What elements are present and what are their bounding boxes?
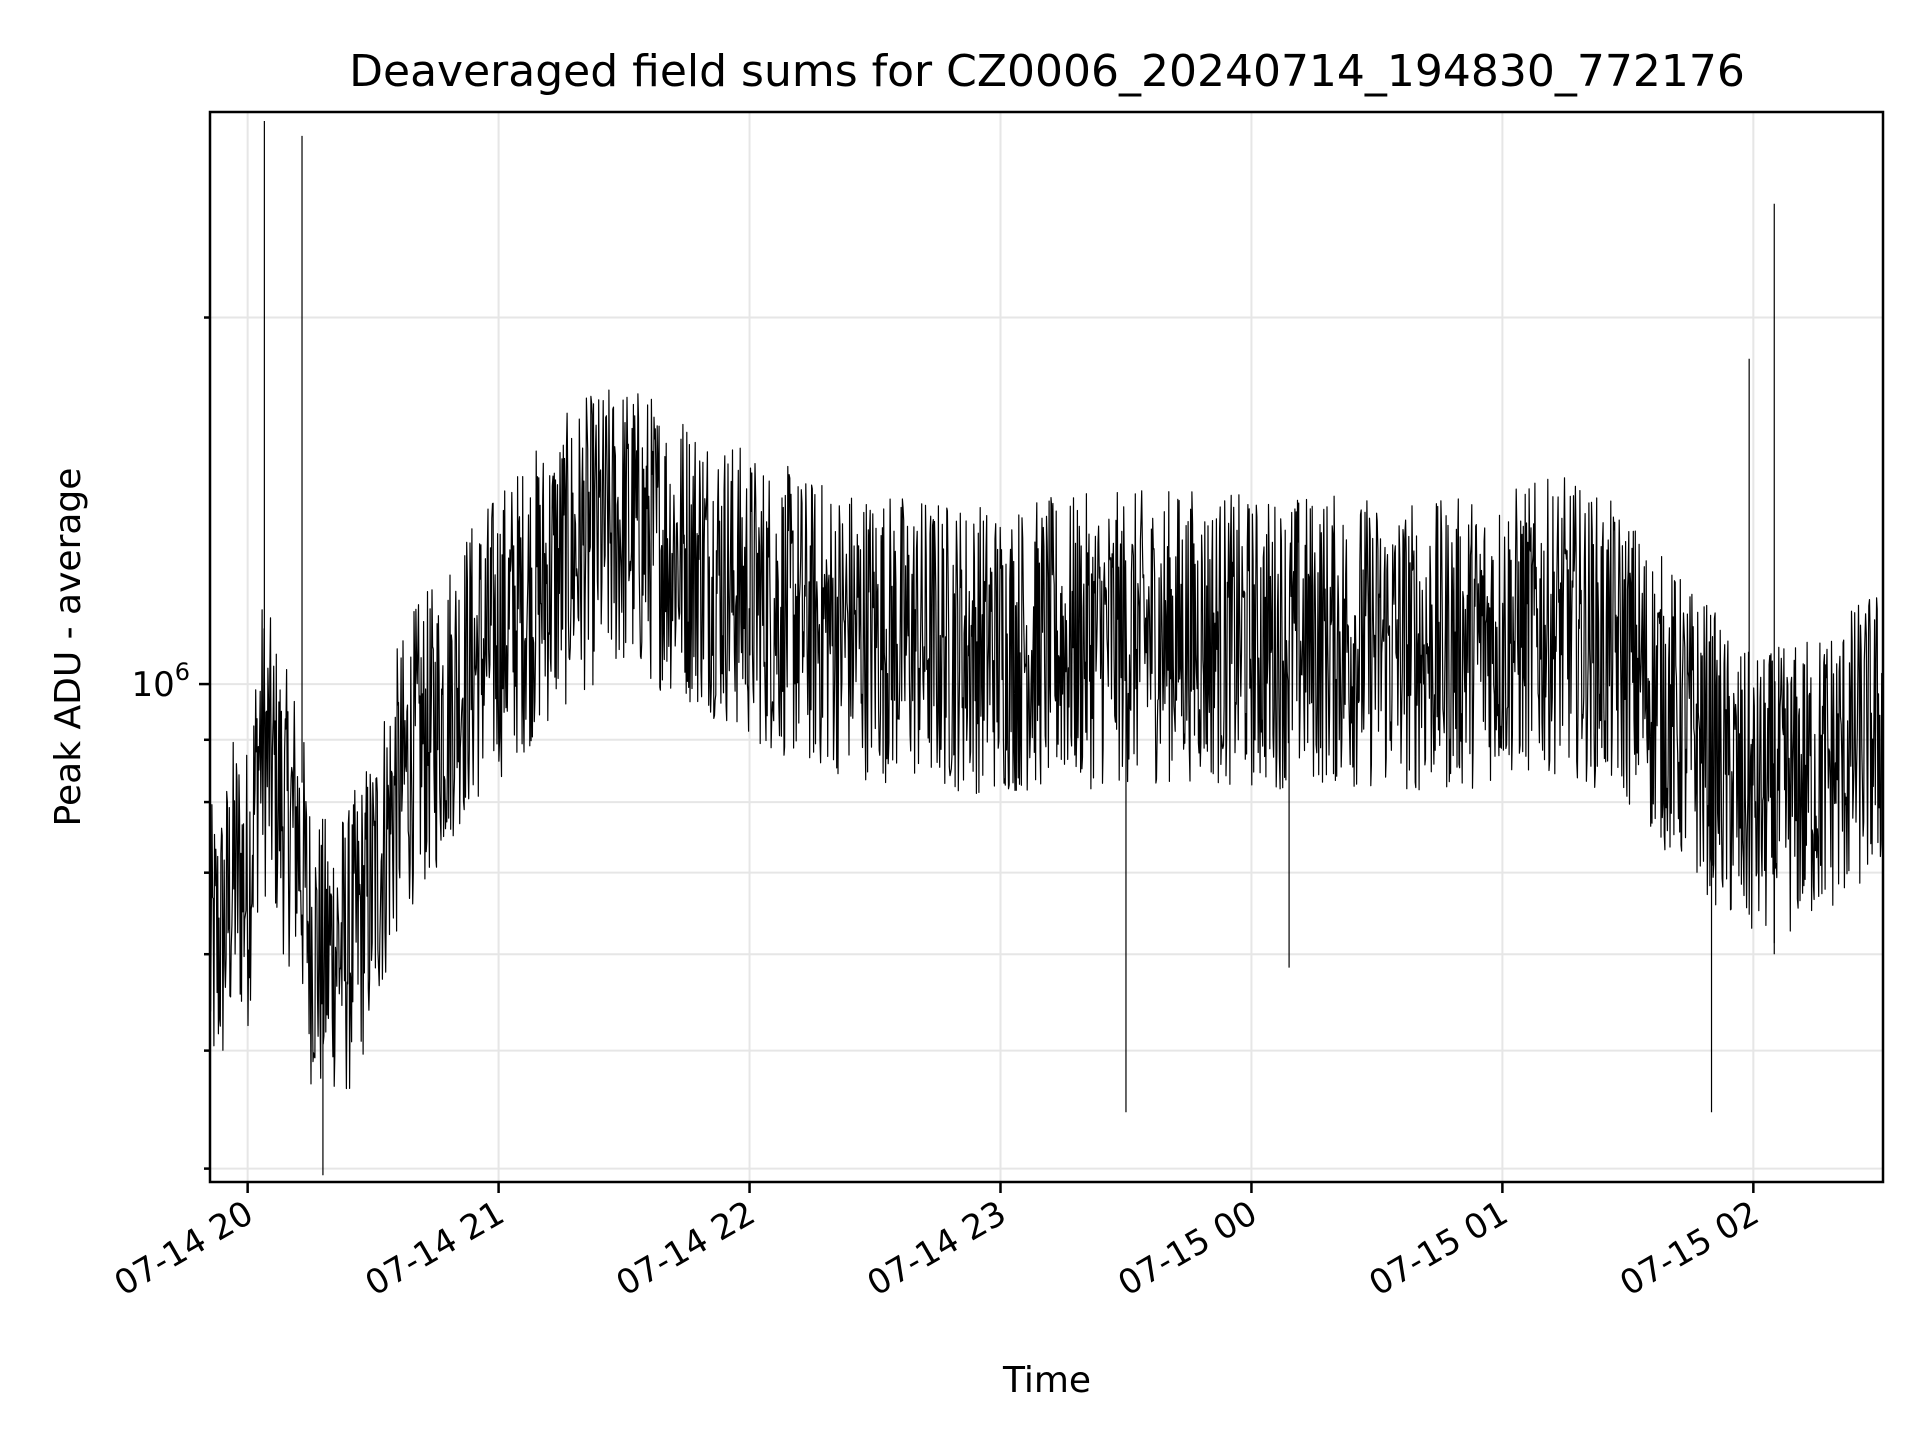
x-axis-label: Time bbox=[1002, 1360, 1091, 1401]
y-tick-label-exponent: 6 bbox=[175, 658, 190, 686]
y-tick-label-base: 10 bbox=[131, 665, 174, 705]
y-axis-label: Peak ADU - average bbox=[48, 468, 89, 827]
chart-title: Deaveraged field sums for CZ0006_2024071… bbox=[349, 46, 1745, 97]
y-tick-label: 106 bbox=[131, 658, 190, 705]
series-line bbox=[209, 389, 1884, 1090]
spikes bbox=[263, 121, 1775, 1176]
plot-frame bbox=[208, 110, 1885, 1184]
